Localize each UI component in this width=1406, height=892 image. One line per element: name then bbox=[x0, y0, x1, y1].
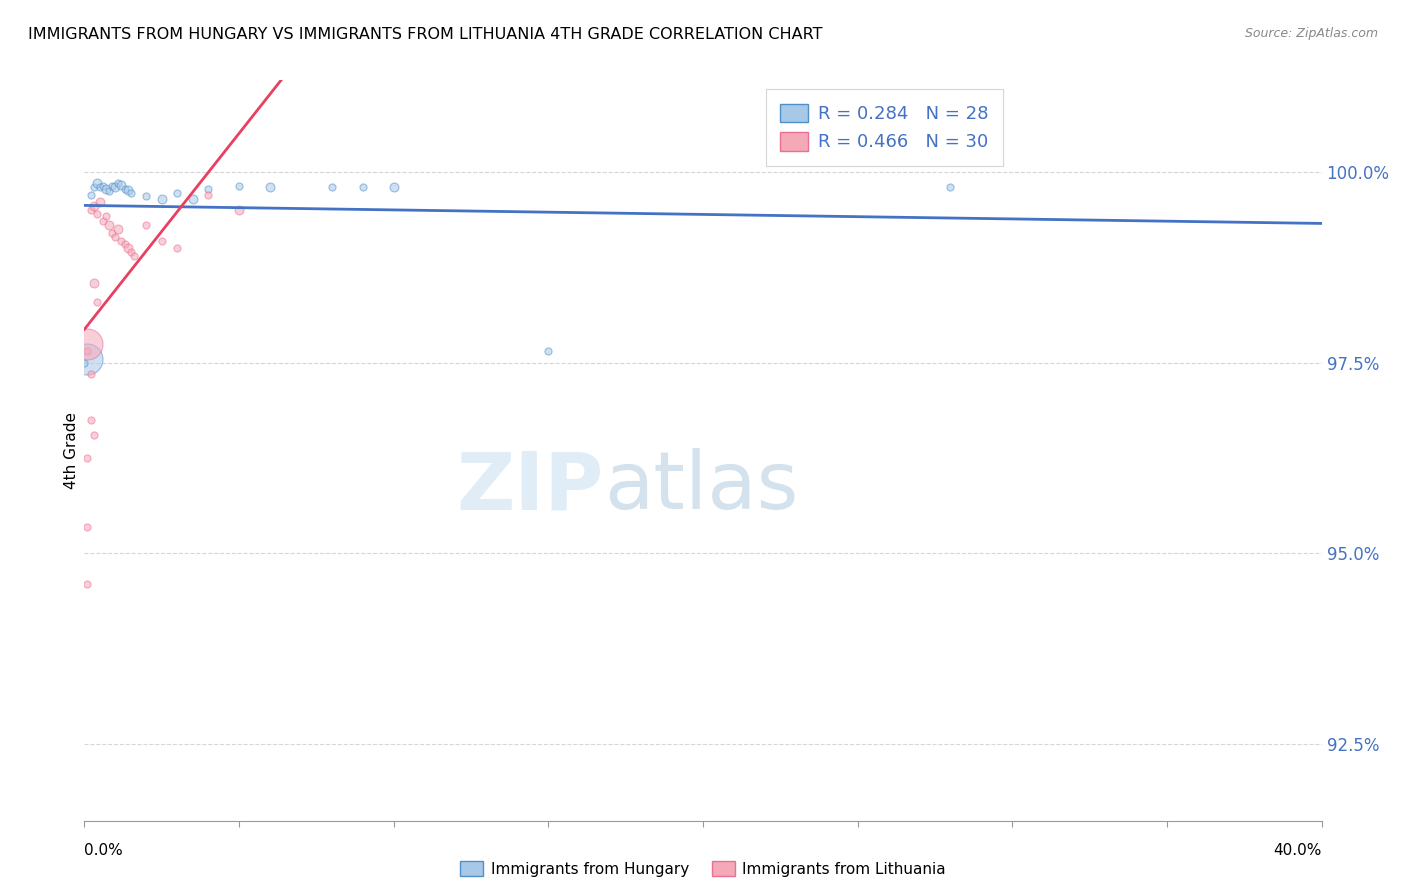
Point bbox=[181, 192, 204, 206]
Point bbox=[76, 520, 98, 534]
Point bbox=[166, 186, 188, 201]
Y-axis label: 4th Grade: 4th Grade bbox=[63, 412, 79, 489]
Point bbox=[110, 234, 132, 248]
Point bbox=[104, 229, 127, 244]
Point bbox=[122, 249, 145, 263]
Point bbox=[352, 180, 374, 194]
Point bbox=[86, 177, 108, 191]
Point bbox=[135, 189, 157, 203]
Legend: Immigrants from Hungary, Immigrants from Lithuania: Immigrants from Hungary, Immigrants from… bbox=[453, 853, 953, 884]
Point bbox=[83, 180, 105, 194]
Point bbox=[79, 367, 101, 381]
Point bbox=[120, 245, 142, 260]
Point bbox=[76, 577, 98, 591]
Point bbox=[86, 294, 108, 309]
Point bbox=[98, 219, 121, 233]
Point bbox=[79, 413, 101, 427]
Point bbox=[79, 202, 101, 217]
Text: 40.0%: 40.0% bbox=[1274, 843, 1322, 858]
Point bbox=[101, 226, 124, 240]
Point bbox=[94, 209, 117, 223]
Point bbox=[114, 237, 136, 252]
Point bbox=[76, 336, 98, 351]
Point bbox=[197, 182, 219, 196]
Point bbox=[91, 178, 114, 193]
Point bbox=[73, 356, 96, 370]
Point bbox=[259, 180, 281, 194]
Point bbox=[79, 187, 101, 202]
Point bbox=[117, 183, 139, 197]
Point bbox=[135, 219, 157, 233]
Point bbox=[382, 180, 405, 194]
Point bbox=[83, 276, 105, 290]
Point bbox=[86, 207, 108, 221]
Point bbox=[117, 241, 139, 255]
Point bbox=[101, 178, 124, 193]
Point bbox=[228, 178, 250, 193]
Point bbox=[197, 187, 219, 202]
Point bbox=[91, 214, 114, 228]
Point bbox=[76, 351, 98, 366]
Point bbox=[76, 344, 98, 359]
Point bbox=[98, 184, 121, 198]
Point bbox=[150, 192, 173, 206]
Point bbox=[321, 180, 343, 194]
Text: atlas: atlas bbox=[605, 449, 799, 526]
Text: ZIP: ZIP bbox=[457, 449, 605, 526]
Point bbox=[228, 202, 250, 217]
Point bbox=[83, 428, 105, 442]
Point bbox=[537, 344, 560, 359]
Point bbox=[166, 241, 188, 255]
Point bbox=[89, 180, 111, 194]
Point bbox=[120, 186, 142, 201]
Point bbox=[107, 177, 129, 191]
Point bbox=[94, 182, 117, 196]
Legend: R = 0.284   N = 28, R = 0.466   N = 30: R = 0.284 N = 28, R = 0.466 N = 30 bbox=[766, 89, 1004, 166]
Point bbox=[76, 451, 98, 466]
Text: Source: ZipAtlas.com: Source: ZipAtlas.com bbox=[1244, 27, 1378, 40]
Point bbox=[104, 180, 127, 194]
Text: 0.0%: 0.0% bbox=[84, 843, 124, 858]
Point bbox=[150, 234, 173, 248]
Text: IMMIGRANTS FROM HUNGARY VS IMMIGRANTS FROM LITHUANIA 4TH GRADE CORRELATION CHART: IMMIGRANTS FROM HUNGARY VS IMMIGRANTS FR… bbox=[28, 27, 823, 42]
Point bbox=[114, 182, 136, 196]
Point bbox=[107, 222, 129, 236]
Point bbox=[939, 180, 962, 194]
Point bbox=[89, 195, 111, 210]
Point bbox=[83, 199, 105, 213]
Point bbox=[110, 178, 132, 192]
